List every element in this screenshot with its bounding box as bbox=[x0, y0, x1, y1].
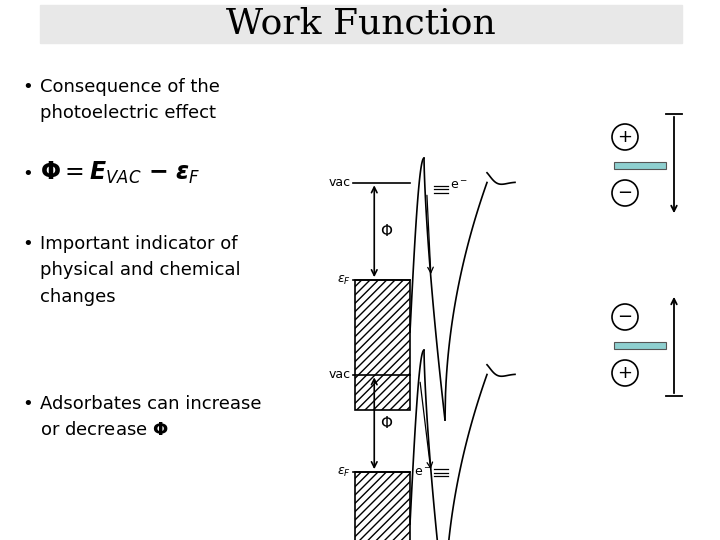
Text: Important indicator of
physical and chemical
changes: Important indicator of physical and chem… bbox=[40, 235, 240, 306]
Text: •: • bbox=[22, 78, 32, 96]
Bar bbox=[614, 341, 666, 348]
Text: −: − bbox=[618, 184, 633, 202]
Text: •: • bbox=[22, 395, 32, 413]
Text: vac: vac bbox=[329, 176, 351, 189]
Bar bbox=[355, 472, 410, 540]
Text: $\epsilon_F$: $\epsilon_F$ bbox=[337, 465, 351, 478]
Text: Adsorbates can increase
or decrease $\boldsymbol{\Phi}$: Adsorbates can increase or decrease $\bo… bbox=[40, 395, 261, 440]
Text: +: + bbox=[618, 364, 632, 382]
Text: −: − bbox=[618, 308, 633, 326]
Text: e$^-$: e$^-$ bbox=[414, 466, 432, 479]
Text: •: • bbox=[22, 235, 32, 253]
Text: $\Phi$: $\Phi$ bbox=[380, 223, 393, 239]
Text: Work Function: Work Function bbox=[226, 7, 496, 41]
Bar bbox=[355, 280, 410, 410]
Text: •: • bbox=[22, 165, 32, 183]
Text: e$^-$: e$^-$ bbox=[450, 179, 468, 192]
Bar bbox=[614, 161, 666, 168]
Bar bbox=[40, 5, 682, 43]
Text: $\Phi$: $\Phi$ bbox=[380, 415, 393, 431]
Text: Consequence of the
photoelectric effect: Consequence of the photoelectric effect bbox=[40, 78, 220, 123]
Text: $\boldsymbol{\Phi} = \boldsymbol{E}_{VAC}\ \mathbf{-}\ \boldsymbol{\epsilon}_{F}: $\boldsymbol{\Phi} = \boldsymbol{E}_{VAC… bbox=[40, 160, 201, 186]
Text: +: + bbox=[618, 128, 632, 146]
Text: vac: vac bbox=[329, 368, 351, 381]
Text: $\epsilon_F$: $\epsilon_F$ bbox=[337, 273, 351, 287]
